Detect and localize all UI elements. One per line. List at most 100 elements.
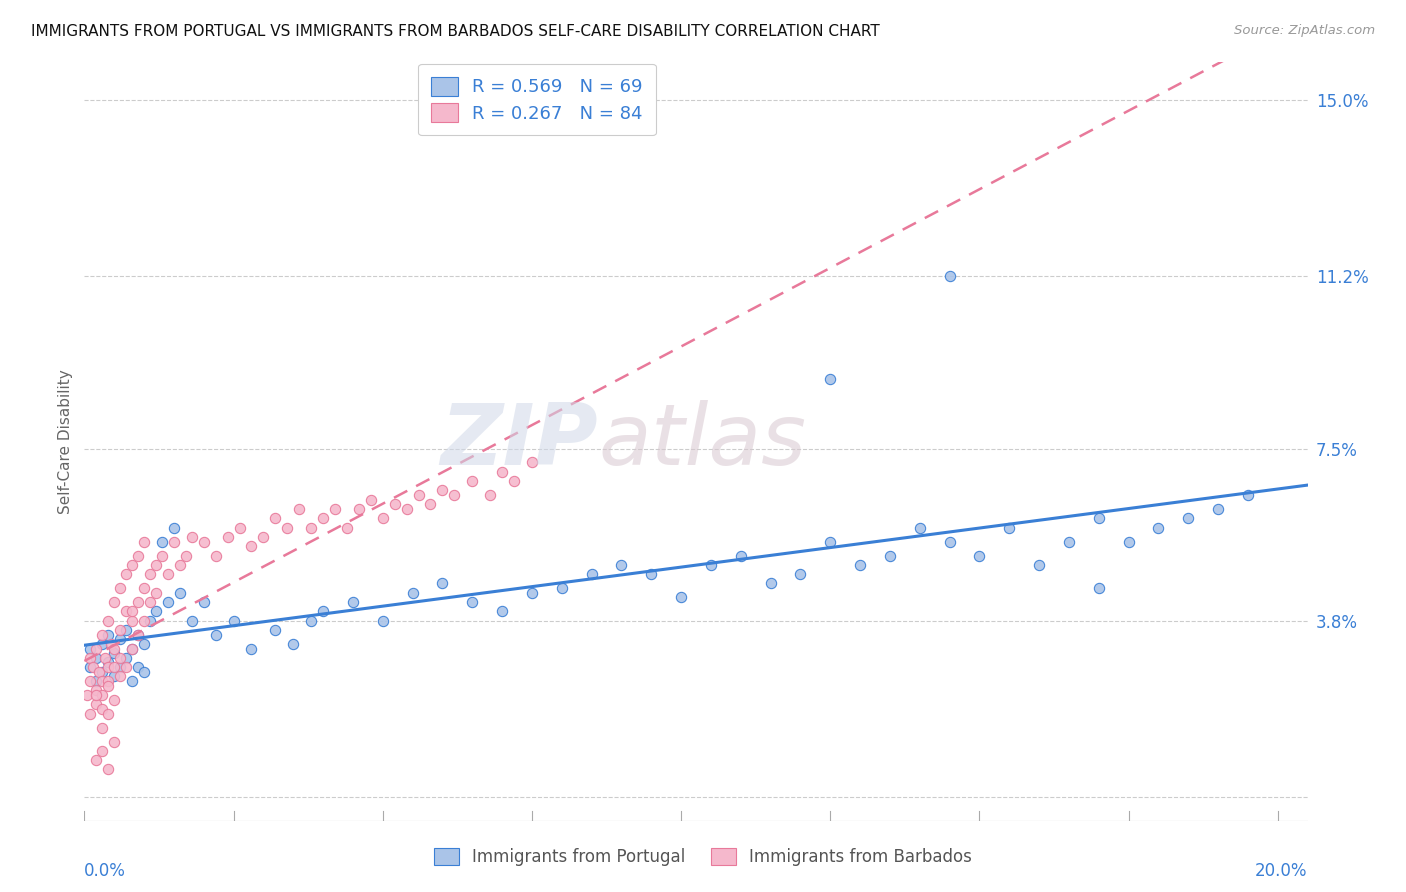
Point [938,269,960,284]
Point [121,604,143,618]
Point [91,688,114,702]
Point [150,549,173,563]
Point [879,549,901,563]
Point [132,581,155,595]
Point [91,674,114,689]
Point [551,581,574,595]
Point [264,623,287,637]
Point [252,530,274,544]
Point [97,627,120,641]
Point [1237,488,1260,502]
Point [103,646,125,660]
Point [79,641,101,656]
Point [103,660,125,674]
Point [145,585,167,599]
Text: 0.0%: 0.0% [84,863,127,880]
Point [103,692,125,706]
Point [97,656,120,670]
Point [371,614,394,628]
Point [1118,534,1140,549]
Point [132,637,155,651]
Point [204,627,226,641]
Point [127,627,149,641]
Point [312,511,335,525]
Point [908,520,931,534]
Text: IMMIGRANTS FROM PORTUGAL VS IMMIGRANTS FROM BARBADOS SELF-CARE DISABILITY CORREL: IMMIGRANTS FROM PORTUGAL VS IMMIGRANTS F… [31,24,880,39]
Point [97,614,120,628]
Point [432,483,454,498]
Point [342,595,364,609]
Point [479,488,502,502]
Point [79,650,101,665]
Point [938,534,960,549]
Point [115,604,138,618]
Text: ZIP: ZIP [440,400,598,483]
Point [115,623,138,637]
Point [169,558,191,572]
Point [84,688,107,702]
Point [79,674,101,689]
Point [84,683,107,698]
Point [127,549,149,563]
Point [222,614,245,628]
Point [520,455,543,469]
Point [84,650,107,665]
Point [610,558,633,572]
Point [79,660,101,674]
Point [491,604,513,618]
Point [759,576,782,591]
Point [969,549,991,563]
Point [145,604,167,618]
Point [84,698,107,712]
Point [520,585,543,599]
Point [1057,534,1080,549]
Point [1206,502,1229,516]
Point [730,549,752,563]
Point [1087,581,1109,595]
Point [97,674,120,689]
Point [132,614,155,628]
Point [360,492,382,507]
Point [91,744,114,758]
Text: 20.0%: 20.0% [1256,863,1308,880]
Point [145,558,167,572]
Point [401,585,423,599]
Point [461,474,484,488]
Point [669,591,692,605]
Point [217,530,239,544]
Point [103,641,125,656]
Point [84,641,107,656]
Point [84,674,107,689]
Text: Source: ZipAtlas.com: Source: ZipAtlas.com [1234,24,1375,37]
Point [371,511,394,525]
Point [818,534,841,549]
Point [79,706,101,721]
Point [108,650,131,665]
Point [121,674,143,689]
Point [132,534,155,549]
Point [264,511,287,525]
Point [240,539,263,553]
Point [491,465,513,479]
Point [849,558,872,572]
Point [132,665,155,679]
Point [97,679,120,693]
Point [1087,511,1109,525]
Point [384,497,406,511]
Point [1147,520,1170,534]
Point [204,549,226,563]
Point [103,669,125,683]
Point [115,567,138,582]
Point [299,520,322,534]
Point [276,520,298,534]
Point [299,614,322,628]
Point [998,520,1021,534]
Point [150,534,173,549]
Point [347,502,370,516]
Point [169,585,191,599]
Point [103,734,125,748]
Point [228,520,250,534]
Point [76,688,98,702]
Point [156,595,179,609]
Point [108,669,131,683]
